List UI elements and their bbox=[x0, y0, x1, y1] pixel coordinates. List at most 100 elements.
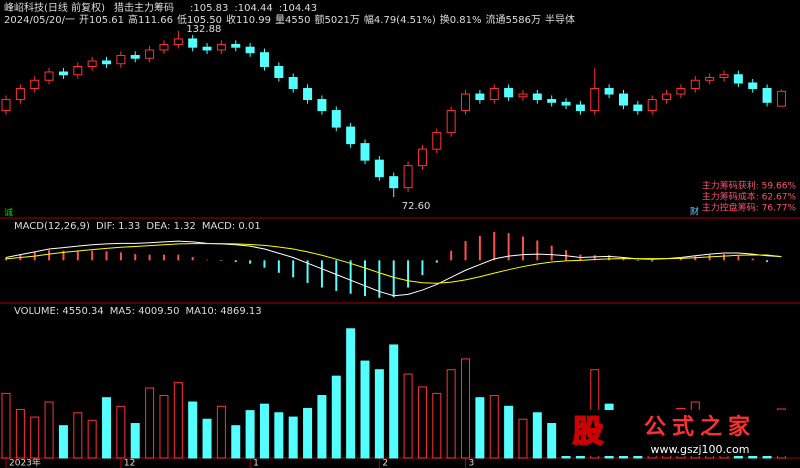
candle-body bbox=[776, 90, 786, 107]
volume-bar bbox=[446, 369, 456, 459]
watermark: 股 公式之家 www.gszj100.com bbox=[560, 410, 792, 456]
quote-item: 流通5586万 bbox=[486, 13, 541, 26]
volume-bar bbox=[489, 395, 499, 459]
volume-bar bbox=[346, 328, 356, 459]
volume-bar bbox=[461, 358, 471, 459]
legend-entry: DIF: 1.33 bbox=[96, 221, 140, 232]
volume-bar bbox=[360, 360, 370, 459]
quote-item: 2024/05/20/一 bbox=[4, 15, 75, 26]
candle-body bbox=[245, 46, 255, 54]
candle-body bbox=[504, 88, 514, 98]
volume-bar bbox=[532, 412, 542, 459]
volume-bar bbox=[216, 405, 226, 459]
candle-body bbox=[145, 49, 155, 59]
indicator-value: :104.43 bbox=[279, 3, 317, 14]
x-tick-label: 2 bbox=[382, 459, 388, 468]
quote-item: 收110.99 bbox=[226, 13, 271, 26]
volume-bar bbox=[15, 409, 25, 459]
candle-body bbox=[475, 93, 485, 101]
volume-bar bbox=[331, 375, 341, 459]
indicator-value: :104.44 bbox=[234, 3, 272, 14]
volume-bar bbox=[504, 405, 514, 459]
volume-bar bbox=[87, 419, 97, 459]
marker: 诚 bbox=[4, 207, 13, 219]
volume-bar bbox=[259, 403, 269, 459]
macd-line bbox=[5, 240, 782, 297]
volume-bar bbox=[374, 369, 384, 459]
quote-item: 高111.66 bbox=[128, 13, 173, 26]
quote-item: 幅4.79(4.51%) bbox=[364, 13, 436, 26]
candle-body bbox=[259, 52, 269, 67]
quote-item: 半导体 bbox=[545, 13, 575, 26]
candle-body bbox=[173, 38, 183, 45]
candle-body bbox=[202, 46, 212, 51]
candle-body bbox=[288, 77, 298, 90]
volume-bar bbox=[188, 401, 198, 459]
x-tick-label: 12 bbox=[124, 459, 135, 468]
candle-body bbox=[461, 93, 471, 112]
volume-title: VOLUME: 4550.34 bbox=[14, 306, 104, 317]
candle-body bbox=[547, 99, 557, 103]
x-tick-label: 2023年 bbox=[9, 457, 41, 468]
volume-bar bbox=[475, 397, 485, 459]
candle-body bbox=[116, 54, 126, 65]
volume-bar bbox=[518, 418, 528, 459]
volume-bar bbox=[417, 386, 427, 459]
volume-bar bbox=[403, 373, 413, 459]
candle-body bbox=[432, 132, 442, 150]
candle-body bbox=[331, 110, 341, 128]
candle-body bbox=[216, 43, 226, 51]
quote-item: 额5021万 bbox=[314, 13, 359, 26]
volume-bar bbox=[1, 392, 11, 459]
watermark-name: 公式之家 bbox=[644, 414, 756, 440]
candle-body bbox=[58, 71, 68, 76]
candle-body bbox=[30, 79, 40, 90]
candle-body bbox=[762, 88, 772, 103]
side-note: 主力控盘筹码: 76.77% bbox=[702, 202, 797, 214]
legend-entry: MACD: 0.01 bbox=[202, 221, 261, 232]
candle-body bbox=[705, 77, 715, 81]
volume-bar bbox=[202, 418, 212, 459]
candle-body bbox=[618, 93, 628, 106]
stock-title: 峰岹科技(日线 前复权) bbox=[4, 1, 105, 14]
volume-bar bbox=[102, 397, 112, 459]
candle-body bbox=[1, 99, 11, 112]
candle-body bbox=[231, 43, 241, 48]
indicator-value: :105.83 bbox=[190, 3, 228, 14]
candle-body bbox=[489, 88, 499, 101]
candle-body bbox=[87, 60, 97, 67]
candle-body bbox=[403, 165, 413, 189]
candle-body bbox=[159, 43, 169, 51]
volume-bar bbox=[30, 416, 40, 459]
watermark-bg bbox=[560, 410, 792, 456]
candle-body bbox=[604, 88, 614, 95]
volume-bar bbox=[44, 401, 54, 459]
candle-body bbox=[575, 104, 585, 112]
candle-body bbox=[446, 110, 456, 134]
candle-body bbox=[676, 88, 686, 95]
candle-body bbox=[346, 126, 356, 145]
candle-body bbox=[389, 176, 399, 189]
candle-body bbox=[733, 74, 743, 84]
candle-body bbox=[690, 79, 700, 90]
candle-body bbox=[317, 99, 327, 112]
side-note: 主力筹码成本: 62.67% bbox=[702, 191, 797, 203]
low-annotation: 72.60 bbox=[402, 201, 431, 212]
volume-bar bbox=[288, 416, 298, 459]
candle-body bbox=[130, 54, 140, 59]
candle-body bbox=[518, 93, 528, 98]
volume-bar bbox=[303, 407, 313, 459]
macd-title: MACD(12,26,9) bbox=[14, 221, 90, 232]
watermark-url: www.gszj100.com bbox=[650, 443, 749, 456]
volume-bar bbox=[274, 412, 284, 459]
volume-bar bbox=[116, 405, 126, 459]
candle-body bbox=[417, 148, 427, 167]
volume-bar bbox=[389, 344, 399, 459]
volume-bar bbox=[173, 382, 183, 459]
side-note: 主力筹码获利: 59.66% bbox=[702, 180, 797, 192]
x-tick-label: 3 bbox=[469, 459, 475, 468]
marker: 财 bbox=[690, 206, 699, 218]
candle-body bbox=[15, 88, 25, 101]
candle-body bbox=[303, 88, 313, 101]
